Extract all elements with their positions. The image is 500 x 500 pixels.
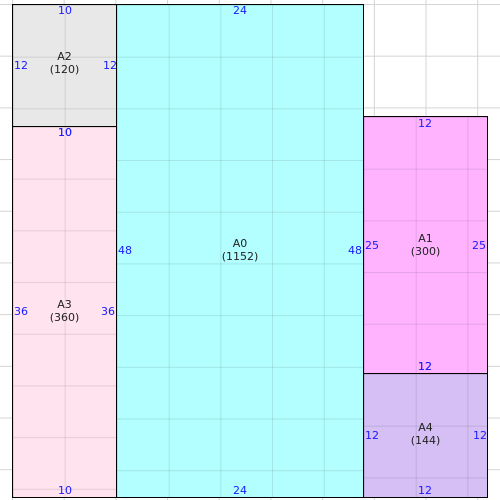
room-a0-dim-top: 24 (233, 4, 247, 17)
room-a1-label: A1 (300) (364, 232, 487, 258)
room-a0-dim-left: 48 (118, 244, 132, 257)
room-a0-dim-bottom: 24 (233, 484, 247, 497)
room-a4-dim-top: 12 (418, 360, 432, 373)
room-a0-name: A0 (232, 237, 248, 250)
room-a1-dim-bottom: 12 (418, 360, 432, 373)
room-a0[interactable]: A0 (1152) (116, 4, 364, 498)
room-a3-dim-left: 36 (14, 305, 28, 318)
room-a4-dim-bottom: 12 (418, 484, 432, 497)
room-a2-dim-left: 12 (14, 59, 28, 72)
room-a2-dim-top: 10 (58, 4, 72, 17)
room-a3-area: (360) (49, 311, 80, 324)
room-a1-dim-right: 25 (472, 239, 486, 252)
room-a1-dim-top: 12 (418, 117, 432, 130)
room-a1-area: (300) (410, 245, 441, 258)
room-a3-dim-right: 36 (101, 305, 115, 318)
room-a0-area: (1152) (221, 250, 259, 263)
room-a2-name: A2 (57, 50, 72, 63)
room-a1-name: A1 (418, 232, 433, 245)
room-a4-dim-right: 12 (473, 429, 487, 442)
room-a1[interactable]: A1 (300) (363, 116, 488, 374)
room-a3-label: A3 (360) (13, 298, 116, 324)
room-a2-dim-right: 12 (103, 59, 117, 72)
room-a4-area: (144) (410, 434, 441, 447)
room-a4-dim-left: 12 (365, 429, 379, 442)
room-a4[interactable]: A4 (144) (363, 373, 488, 498)
room-a3-name: A3 (57, 298, 72, 311)
room-a4-name: A4 (418, 421, 433, 434)
room-a0-dim-right: 48 (348, 244, 362, 257)
room-a3-dim-top: 10 (58, 126, 72, 139)
room-a4-label: A4 (144) (364, 421, 487, 447)
room-a2-area: (120) (49, 63, 80, 76)
room-a2[interactable]: A2 (120) (12, 4, 117, 127)
room-a1-dim-left: 25 (365, 239, 379, 252)
room-a2-label: A2 (120) (13, 50, 116, 76)
room-a0-label: A0 (1152) (117, 237, 363, 263)
room-a3-dim-bottom: 10 (58, 484, 72, 497)
room-a2-dim-bottom: 10 (58, 126, 72, 139)
room-a3[interactable]: A3 (360) (12, 126, 117, 498)
